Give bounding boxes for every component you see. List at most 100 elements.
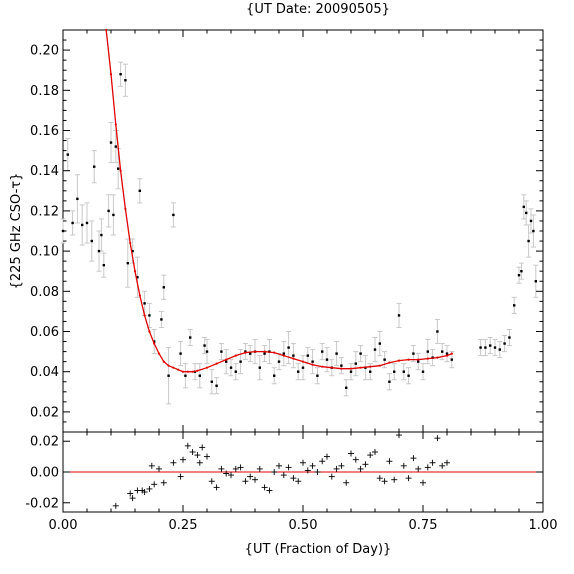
residual-point bbox=[314, 469, 321, 475]
data-point bbox=[388, 380, 391, 383]
residual-point bbox=[309, 462, 316, 469]
data-point bbox=[109, 141, 113, 144]
data-point bbox=[114, 145, 117, 148]
residual-point bbox=[367, 452, 374, 459]
x-tick-label: 0.00 bbox=[49, 518, 78, 533]
residual-point bbox=[177, 473, 184, 480]
y-tick-label: 0.16 bbox=[30, 124, 59, 139]
residual-point bbox=[400, 462, 407, 469]
residual-point bbox=[420, 479, 426, 486]
x-tick-label: 0.25 bbox=[169, 518, 198, 533]
residual-point bbox=[247, 473, 254, 480]
fit-curve bbox=[105, 29, 453, 373]
fit-curve-marker bbox=[186, 370, 189, 373]
y-tick-label: 0.08 bbox=[30, 285, 59, 300]
x-tick-label: 0.50 bbox=[289, 518, 318, 533]
fit-curve-marker bbox=[349, 367, 353, 370]
residual-point bbox=[189, 449, 196, 455]
residual-point bbox=[266, 487, 273, 494]
fit-curve-marker bbox=[436, 356, 439, 359]
residual-point bbox=[160, 479, 167, 486]
residual-point bbox=[261, 484, 268, 491]
residual-point bbox=[410, 455, 417, 462]
data-point bbox=[153, 340, 156, 343]
data-point bbox=[172, 213, 175, 217]
residual-point bbox=[156, 465, 162, 472]
data-point bbox=[520, 270, 523, 273]
fit-curve-marker bbox=[263, 350, 266, 353]
data-point bbox=[301, 366, 305, 369]
residual-point bbox=[391, 476, 398, 483]
data-point bbox=[189, 336, 192, 339]
fit-curve-marker bbox=[321, 365, 324, 368]
fit-curve-marker bbox=[225, 358, 228, 361]
fit-curve-marker bbox=[340, 367, 343, 370]
residual-point bbox=[295, 478, 302, 485]
residual-point bbox=[213, 484, 220, 491]
x-tick-label: 1.00 bbox=[529, 518, 558, 533]
data-point bbox=[335, 352, 338, 355]
data-point bbox=[162, 286, 165, 289]
data-point bbox=[131, 249, 134, 253]
fit-curve-marker bbox=[417, 358, 420, 361]
data-point bbox=[412, 352, 415, 355]
fit-curve-marker bbox=[369, 365, 372, 368]
data-point bbox=[508, 336, 511, 339]
data-point bbox=[297, 370, 300, 373]
data-point bbox=[402, 370, 405, 373]
fit-curve-marker bbox=[253, 350, 257, 353]
data-point bbox=[311, 360, 314, 363]
fit-curve-marker bbox=[205, 366, 209, 369]
residual-point bbox=[434, 435, 441, 442]
fit-curve-marker bbox=[119, 169, 122, 172]
residual-point bbox=[444, 459, 450, 466]
data-point bbox=[136, 276, 139, 279]
data-point bbox=[407, 374, 410, 377]
data-point bbox=[143, 302, 146, 305]
data-point bbox=[513, 304, 516, 307]
fit-curve-marker bbox=[292, 357, 295, 360]
data-point bbox=[273, 374, 276, 377]
residual-point bbox=[180, 456, 186, 463]
x-tick-label: 0.75 bbox=[409, 518, 438, 533]
fit-curve-marker bbox=[114, 123, 117, 126]
error-bars-group bbox=[60, 61, 539, 405]
fit-curve-marker bbox=[215, 362, 218, 365]
fit-curve-marker bbox=[330, 366, 333, 369]
residual-point bbox=[333, 465, 340, 472]
fit-curve-marker bbox=[196, 369, 199, 372]
fit-curve-marker bbox=[234, 354, 237, 357]
residual-point bbox=[223, 470, 230, 477]
data-point bbox=[148, 314, 151, 317]
data-point bbox=[97, 249, 101, 253]
fit-curve-marker bbox=[407, 358, 410, 361]
data-point bbox=[383, 358, 386, 361]
data-point bbox=[321, 350, 324, 353]
data-point bbox=[373, 348, 377, 351]
data-point bbox=[426, 350, 429, 353]
fit-curve-marker bbox=[359, 366, 362, 369]
y-axis-title: {225 GHz CSO-τ} bbox=[9, 173, 24, 290]
y-tick-label: 0.14 bbox=[30, 164, 59, 179]
residual-point bbox=[319, 458, 326, 465]
residual-y-tick-label: -0.02 bbox=[25, 496, 59, 511]
data-point bbox=[205, 350, 209, 353]
residual-point bbox=[343, 479, 350, 486]
residual-point bbox=[372, 449, 378, 455]
residual-point bbox=[232, 465, 239, 472]
data-point bbox=[369, 370, 372, 373]
residual-y-tick-label: 0.02 bbox=[30, 435, 59, 450]
residual-point bbox=[194, 452, 201, 459]
data-point bbox=[287, 346, 290, 349]
data-point bbox=[263, 352, 266, 355]
fit-curve-marker bbox=[388, 361, 391, 364]
fit-curve-group bbox=[105, 28, 453, 373]
data-point bbox=[225, 360, 228, 363]
y-tick-label: 0.12 bbox=[30, 204, 59, 219]
data-point bbox=[441, 350, 444, 353]
residual-point bbox=[357, 465, 364, 472]
data-point bbox=[220, 350, 223, 353]
fit-curve-marker bbox=[138, 294, 141, 297]
data-point bbox=[119, 73, 122, 76]
data-point bbox=[124, 79, 127, 82]
